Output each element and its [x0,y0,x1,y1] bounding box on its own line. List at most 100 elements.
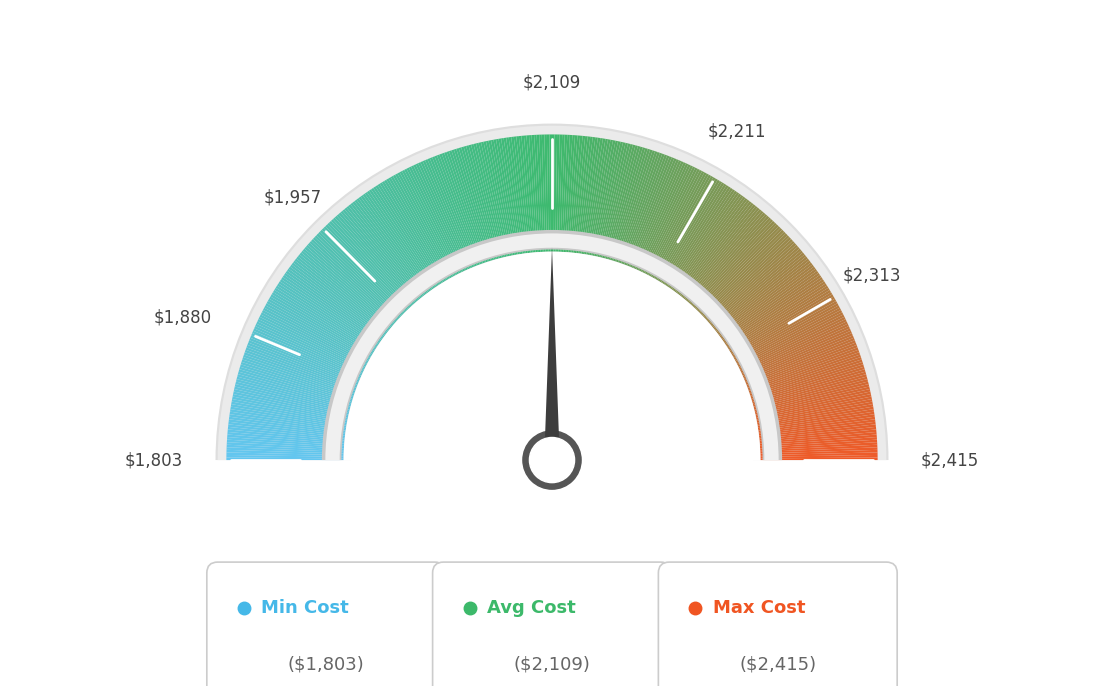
Wedge shape [591,140,616,256]
Wedge shape [321,228,406,313]
Wedge shape [670,193,740,290]
Wedge shape [757,409,874,429]
Wedge shape [724,277,822,344]
Wedge shape [344,208,421,299]
Wedge shape [226,453,343,457]
Wedge shape [753,377,868,408]
Wedge shape [311,239,399,319]
Wedge shape [406,168,460,274]
Wedge shape [556,135,562,252]
Wedge shape [665,186,731,286]
Wedge shape [675,197,745,293]
Wedge shape [688,213,765,303]
Wedge shape [283,275,381,343]
Wedge shape [312,237,400,319]
Wedge shape [680,203,754,297]
Wedge shape [437,155,480,265]
Wedge shape [734,303,839,361]
Wedge shape [760,440,878,449]
Wedge shape [718,262,813,335]
Wedge shape [501,138,521,254]
Wedge shape [429,157,476,267]
Wedge shape [730,290,831,353]
Wedge shape [712,253,805,328]
Wedge shape [456,148,492,261]
Wedge shape [676,198,747,293]
Wedge shape [741,322,848,373]
Text: ($1,803): ($1,803) [288,655,364,673]
Wedge shape [343,252,761,460]
Wedge shape [404,169,459,275]
Wedge shape [729,288,829,351]
Wedge shape [230,412,346,431]
Wedge shape [458,148,493,260]
Wedge shape [229,422,346,437]
Wedge shape [471,144,501,258]
Wedge shape [226,455,343,458]
Wedge shape [241,362,353,399]
Wedge shape [648,171,704,276]
Wedge shape [756,391,871,418]
Wedge shape [733,299,836,358]
Wedge shape [359,197,429,293]
Wedge shape [726,282,826,347]
Wedge shape [740,319,847,371]
Wedge shape [734,301,837,359]
Wedge shape [294,260,388,334]
Wedge shape [562,135,570,252]
Wedge shape [262,310,367,366]
Wedge shape [757,406,873,428]
Wedge shape [400,171,456,276]
Wedge shape [367,190,435,288]
Circle shape [530,437,574,482]
Wedge shape [566,135,577,253]
Wedge shape [565,135,575,252]
Wedge shape [308,243,396,322]
Wedge shape [254,326,362,376]
Wedge shape [340,210,418,302]
Wedge shape [552,135,554,252]
Wedge shape [638,164,688,270]
Wedge shape [352,201,425,295]
Wedge shape [681,204,755,297]
Wedge shape [601,144,630,258]
Wedge shape [416,164,466,270]
Text: Max Cost: Max Cost [713,599,805,617]
Wedge shape [267,301,370,359]
Text: $1,880: $1,880 [153,309,211,327]
Wedge shape [263,308,368,364]
Wedge shape [757,402,873,424]
Wedge shape [232,399,348,422]
Wedge shape [386,179,447,281]
Wedge shape [760,435,877,445]
Wedge shape [357,198,428,293]
Wedge shape [649,172,707,277]
Wedge shape [669,190,737,288]
Wedge shape [375,185,440,285]
Wedge shape [295,259,389,333]
Wedge shape [668,189,735,288]
Wedge shape [702,233,787,316]
Wedge shape [264,306,369,362]
Wedge shape [339,213,416,303]
Wedge shape [232,397,348,421]
Wedge shape [761,445,878,452]
Wedge shape [657,179,718,281]
Wedge shape [751,362,863,399]
Wedge shape [259,315,365,368]
Wedge shape [288,266,384,337]
Wedge shape [758,412,874,431]
Wedge shape [596,141,623,257]
Wedge shape [614,149,650,262]
Wedge shape [284,273,382,342]
Text: ($2,109): ($2,109) [513,655,591,673]
Wedge shape [309,241,397,321]
Polygon shape [544,247,560,460]
Wedge shape [537,135,544,252]
Wedge shape [643,166,696,273]
Wedge shape [599,143,628,257]
Wedge shape [269,297,372,357]
Wedge shape [421,161,469,270]
Wedge shape [542,135,548,252]
Wedge shape [255,324,363,374]
